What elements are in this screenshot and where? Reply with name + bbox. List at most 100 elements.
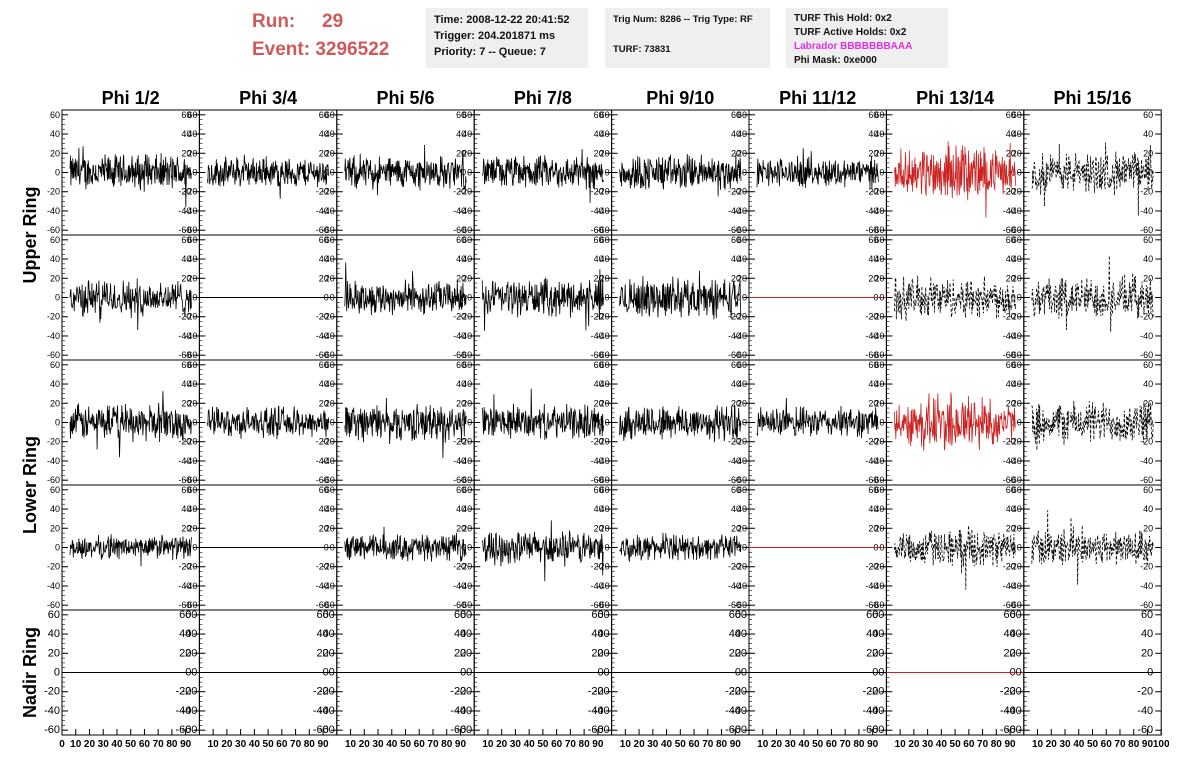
- y-tick-label: 20: [462, 398, 472, 408]
- y-tick-label: -40: [597, 581, 610, 591]
- y-tick-label: 20: [1141, 647, 1153, 659]
- y-tick-label: 60: [597, 609, 609, 621]
- y-tick-label: -20: [47, 312, 60, 322]
- y-tick-label: -20: [865, 562, 878, 572]
- y-tick-label: -60: [865, 350, 878, 360]
- y-tick-label: -20: [453, 187, 466, 197]
- y-tick-label: -60: [728, 225, 741, 235]
- y-tick-label: -20: [316, 312, 329, 322]
- y-tick-label: 40: [591, 628, 603, 640]
- y-tick-label: 60: [600, 485, 610, 495]
- event-value: 3296522: [315, 39, 390, 60]
- y-tick-label: -60: [1003, 600, 1016, 610]
- y-tick-label: 40: [1143, 254, 1153, 264]
- y-tick-label: 40: [868, 504, 878, 514]
- priority-text: Priority: 7 -- Queue: 7: [434, 46, 546, 58]
- x-tick-label: 90: [180, 739, 192, 750]
- waveform-trace: [69, 278, 192, 331]
- y-tick-label: -60: [734, 350, 747, 360]
- y-tick-label: 60: [1012, 110, 1022, 120]
- y-tick-label: -20: [1003, 312, 1016, 322]
- waveform-trace: [344, 526, 467, 562]
- y-tick-label: -60: [1140, 475, 1153, 485]
- y-tick-label: -60: [316, 350, 329, 360]
- y-tick-label: -20: [450, 686, 466, 698]
- y-tick-label: 20: [181, 398, 191, 408]
- y-tick-label: 40: [181, 504, 191, 514]
- y-tick-label: 60: [1012, 360, 1022, 370]
- y-tick-label: -20: [181, 686, 197, 698]
- y-tick-label: -40: [597, 456, 610, 466]
- y-tick-label: 60: [1004, 609, 1016, 621]
- trigger-text: Trigger: 204.201871 ms: [434, 30, 556, 42]
- y-tick-label: 20: [181, 523, 191, 533]
- y-tick-label: 0: [330, 168, 335, 178]
- column-title: Phi 5/6: [376, 88, 434, 108]
- y-tick-label: 0: [55, 168, 60, 178]
- y-tick-label: 40: [868, 254, 878, 264]
- y-tick-label: 20: [48, 647, 60, 659]
- x-tick-label: 80: [304, 739, 316, 750]
- y-tick-label: 60: [454, 609, 466, 621]
- run-label: Run:: [252, 11, 296, 32]
- y-tick-label: 0: [467, 418, 472, 428]
- y-tick-label: -40: [316, 581, 329, 591]
- y-tick-label: 0: [192, 543, 197, 553]
- y-tick-label: -20: [1000, 686, 1016, 698]
- x-tick-label: 10: [482, 739, 494, 750]
- y-tick-label: 60: [737, 110, 747, 120]
- x-tick-label: 60: [963, 739, 975, 750]
- x-tick-label: 40: [111, 739, 123, 750]
- y-tick-label: 40: [48, 628, 60, 640]
- y-tick-label: -60: [178, 475, 191, 485]
- y-tick-label: -60: [175, 724, 191, 736]
- x-tick-label: 90: [1004, 739, 1016, 750]
- x-tick-label: 70: [565, 739, 577, 750]
- y-tick-label: -20: [178, 312, 191, 322]
- y-tick-label: 0: [879, 168, 884, 178]
- y-tick-label: -40: [1009, 206, 1022, 216]
- y-tick-label: 40: [866, 628, 878, 640]
- y-tick-label: 60: [868, 235, 878, 245]
- y-tick-label: 40: [1006, 504, 1016, 514]
- x-tick-label: 60: [551, 739, 563, 750]
- y-tick-label: 40: [319, 129, 329, 139]
- y-tick-label: 40: [325, 379, 335, 389]
- y-tick-label: -20: [459, 437, 472, 447]
- y-tick-label: -40: [734, 331, 747, 341]
- y-tick-label: -60: [450, 724, 466, 736]
- y-tick-label: 20: [181, 273, 191, 283]
- column-title: Phi 3/4: [239, 88, 297, 108]
- y-tick-label: 40: [325, 129, 335, 139]
- y-tick-label: 20: [187, 273, 197, 283]
- y-tick-label: 20: [600, 273, 610, 283]
- y-tick-label: 60: [868, 485, 878, 495]
- y-tick-label: -40: [1140, 331, 1153, 341]
- y-tick-label: -60: [1137, 724, 1153, 736]
- y-tick-label: 60: [456, 235, 466, 245]
- y-tick-label: 40: [594, 254, 604, 264]
- y-tick-label: 60: [729, 609, 741, 621]
- y-tick-label: -60: [1003, 475, 1016, 485]
- y-tick-label: -20: [316, 562, 329, 572]
- x-tick-label: 20: [84, 739, 96, 750]
- y-tick-label: -20: [178, 562, 191, 572]
- y-tick-label: 60: [48, 609, 60, 621]
- y-tick-label: -40: [322, 456, 335, 466]
- waveform-trace: [894, 141, 1017, 218]
- y-tick-label: -20: [1003, 187, 1016, 197]
- x-tick-label: 10: [70, 739, 82, 750]
- y-tick-label: -20: [734, 187, 747, 197]
- y-tick-label: -20: [728, 312, 741, 322]
- y-tick-label: 20: [456, 398, 466, 408]
- y-tick-label: -40: [1140, 206, 1153, 216]
- y-tick-label: -20: [1140, 187, 1153, 197]
- y-tick-label: 40: [325, 504, 335, 514]
- waveform-trace: [69, 391, 192, 458]
- y-tick-label: -20: [865, 312, 878, 322]
- y-tick-label: -20: [588, 686, 604, 698]
- y-tick-label: -20: [591, 562, 604, 572]
- waveform-trace: [1031, 400, 1154, 451]
- y-tick-label: 40: [187, 379, 197, 389]
